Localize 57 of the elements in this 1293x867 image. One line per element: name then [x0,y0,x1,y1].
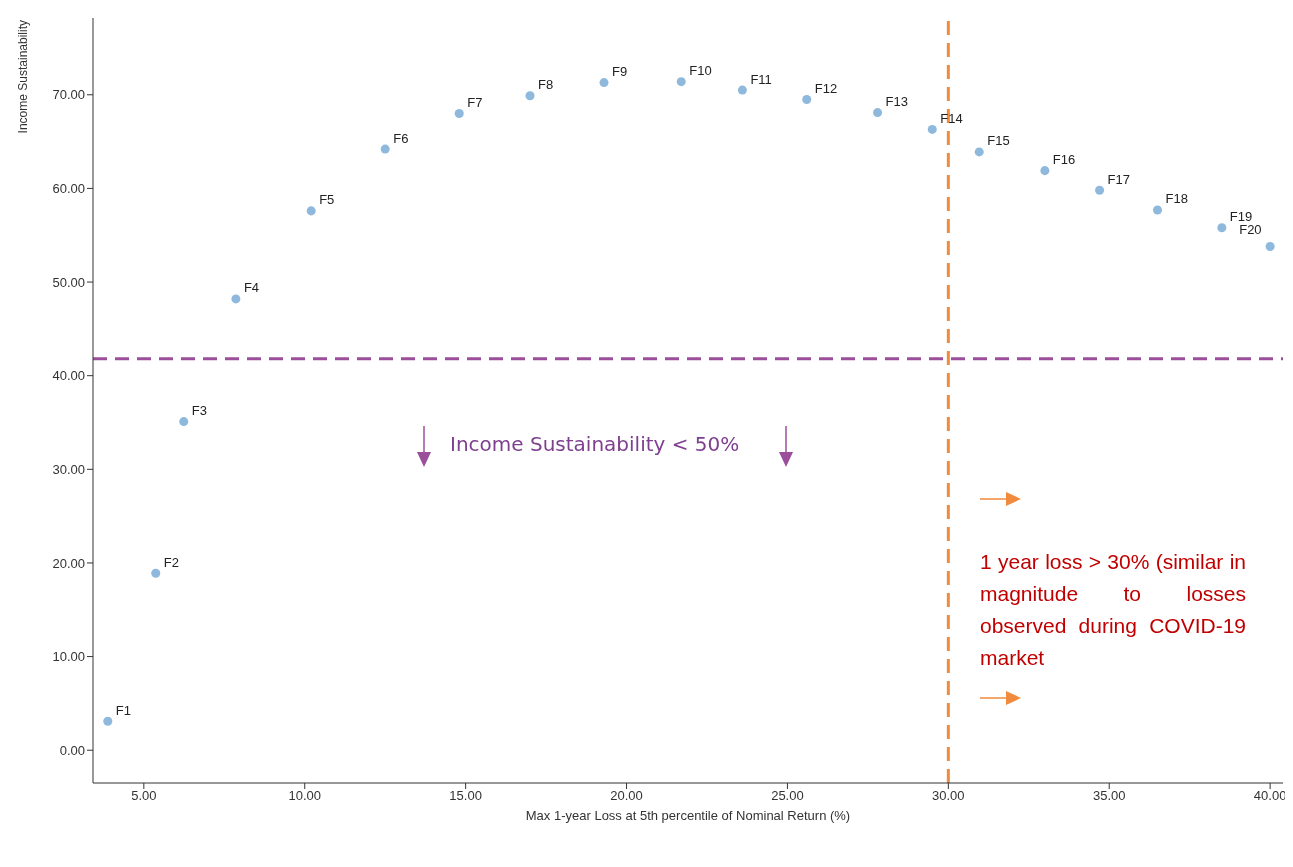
point [103,716,113,726]
data-label: F11 [750,71,772,87]
point [599,78,609,88]
point [306,206,316,216]
data-label: F15 [987,133,1010,149]
data-label: F12 [814,80,838,96]
x-tick-label: 30.00 [932,788,965,804]
data-label: F9 [612,64,628,80]
y-tick-label: 60.00 [52,181,85,197]
annotation: Income Sustainability < 50% [450,432,740,456]
point [974,147,984,157]
x-tick-label: 25.00 [771,788,804,804]
data-label: F1 [115,702,131,718]
point [873,108,883,118]
y-tick-label: 0.00 [59,742,85,758]
y-tick-label: 20.00 [52,555,85,571]
data-label: F13 [885,94,908,110]
point [676,77,686,87]
data-label: F10 [689,63,712,79]
x-tick-label: 35.00 [1092,788,1126,804]
point [1095,185,1105,195]
y-tick-label: 70.00 [52,87,85,103]
point [1265,241,1275,251]
point [380,144,390,154]
x-tick-label: 10.00 [288,788,322,804]
point [1217,223,1227,233]
point [231,294,241,304]
data-label: F3 [191,403,207,419]
data-label: F18 [1165,191,1188,207]
point [151,568,161,578]
x-tick-label: 15.00 [449,788,482,804]
y-tick-label: 10.00 [52,649,85,665]
data-label: F17 [1107,171,1130,187]
y-tick-label: 30.00 [52,461,85,477]
data-label: F16 [1052,152,1076,168]
point [1152,205,1163,215]
annotation: 1 year loss > 30% (similar in magnitude to losses observed during COVID-19 market [980,549,1246,671]
point [454,109,464,119]
data-label: F7 [467,94,483,110]
data-label: F5 [319,192,335,208]
y-axis-title: Income Sustainability [16,20,30,134]
point [737,85,747,95]
x-tick-label: 20.00 [610,788,643,804]
point [802,94,812,104]
point [927,124,937,134]
point [179,417,189,427]
data-label: F2 [163,554,179,570]
x-tick-label: 5.00 [131,788,157,804]
x-axis-title: Max 1-year Loss at 5th percentile of Nominal Return (%) [525,808,851,823]
y-tick-label: 50.00 [52,274,85,290]
data-label: F4 [243,280,260,296]
point [525,91,535,101]
y-tick-label: 40.00 [52,368,85,384]
data-label: F6 [393,130,409,146]
data-label: F8 [538,77,554,93]
x-tick-label: 40.00 [1253,788,1287,804]
point [1040,166,1050,176]
